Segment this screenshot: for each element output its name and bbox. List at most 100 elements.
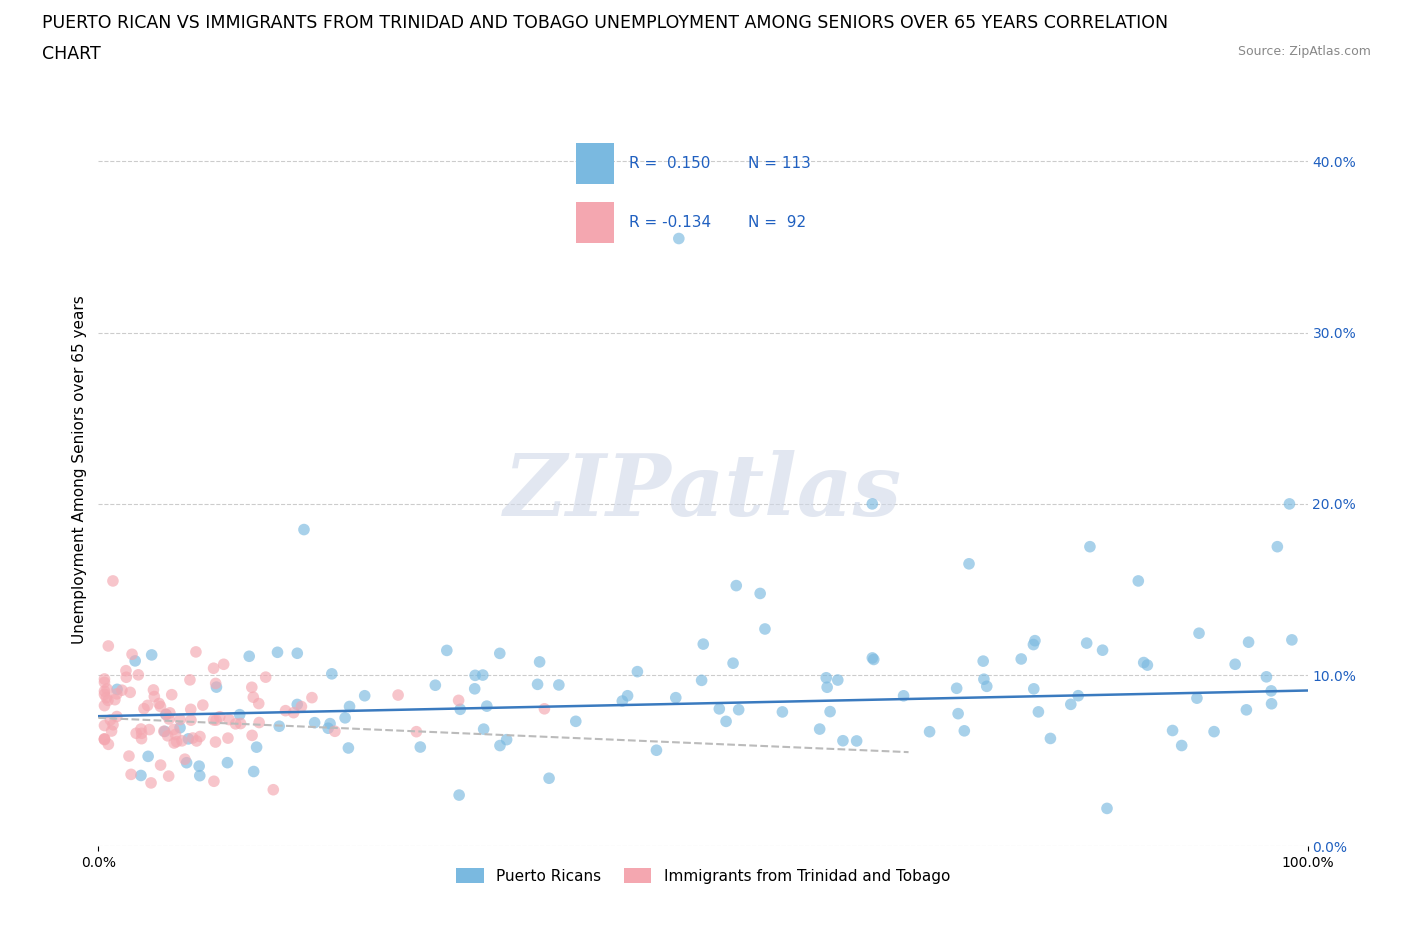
Point bbox=[131, 731, 153, 746]
Point bbox=[845, 734, 868, 749]
Point bbox=[105, 682, 128, 697]
Point bbox=[337, 740, 360, 755]
Point bbox=[228, 707, 250, 722]
Point bbox=[808, 722, 831, 737]
Point bbox=[727, 702, 749, 717]
Point bbox=[488, 646, 510, 661]
Point bbox=[1161, 723, 1184, 737]
Point bbox=[173, 751, 195, 766]
Point bbox=[184, 644, 207, 659]
Point bbox=[100, 724, 122, 738]
Point bbox=[471, 668, 494, 683]
Point bbox=[188, 729, 211, 744]
Point bbox=[1281, 632, 1303, 647]
Point bbox=[290, 699, 312, 714]
Point bbox=[616, 688, 638, 703]
Point bbox=[120, 684, 142, 699]
Point bbox=[205, 680, 228, 695]
Point bbox=[405, 724, 427, 739]
Point bbox=[179, 672, 201, 687]
Point bbox=[118, 749, 141, 764]
Point bbox=[148, 696, 170, 711]
Point bbox=[475, 698, 498, 713]
Point bbox=[93, 698, 115, 713]
Point bbox=[105, 709, 128, 724]
Point bbox=[93, 687, 115, 702]
Point bbox=[101, 574, 124, 589]
Point bbox=[409, 739, 432, 754]
Point bbox=[538, 771, 561, 786]
Point bbox=[893, 688, 915, 703]
Point bbox=[170, 734, 193, 749]
Point bbox=[1039, 731, 1062, 746]
Point bbox=[1237, 635, 1260, 650]
Point bbox=[1260, 697, 1282, 711]
Point bbox=[246, 739, 269, 754]
Point bbox=[690, 673, 713, 688]
Point bbox=[626, 664, 648, 679]
Point bbox=[136, 749, 159, 764]
Point bbox=[301, 690, 323, 705]
Point bbox=[1024, 633, 1046, 648]
Point bbox=[169, 720, 191, 735]
Point bbox=[860, 650, 883, 665]
Point bbox=[1170, 738, 1192, 753]
Point bbox=[105, 686, 128, 701]
Point bbox=[205, 712, 228, 727]
Point bbox=[159, 706, 181, 721]
Point bbox=[1136, 658, 1159, 672]
Text: Source: ZipAtlas.com: Source: ZipAtlas.com bbox=[1237, 45, 1371, 58]
Point bbox=[918, 724, 941, 739]
Point bbox=[1076, 636, 1098, 651]
Point bbox=[565, 714, 588, 729]
Point bbox=[202, 661, 225, 676]
Point bbox=[319, 716, 342, 731]
Point bbox=[1260, 684, 1282, 698]
Point bbox=[149, 699, 172, 714]
Point bbox=[1060, 697, 1083, 711]
Point bbox=[139, 776, 162, 790]
Point bbox=[93, 731, 115, 746]
Point bbox=[180, 702, 202, 717]
Point bbox=[181, 731, 204, 746]
Point bbox=[283, 705, 305, 720]
Point bbox=[136, 698, 159, 712]
Point bbox=[163, 736, 186, 751]
Point bbox=[132, 701, 155, 716]
Point bbox=[93, 732, 115, 747]
Point bbox=[115, 663, 138, 678]
Point bbox=[93, 718, 115, 733]
Point bbox=[169, 712, 191, 727]
Point bbox=[153, 724, 176, 738]
Point bbox=[333, 711, 356, 725]
Point bbox=[976, 679, 998, 694]
Point bbox=[101, 717, 124, 732]
Point bbox=[447, 693, 470, 708]
Point bbox=[217, 755, 239, 770]
Point bbox=[157, 769, 180, 784]
Point bbox=[749, 586, 772, 601]
Point bbox=[533, 701, 555, 716]
Point bbox=[292, 522, 315, 537]
Point bbox=[269, 719, 291, 734]
Point bbox=[529, 655, 551, 670]
Point bbox=[449, 702, 471, 717]
Point bbox=[815, 671, 838, 685]
Point bbox=[97, 737, 120, 751]
Point bbox=[274, 703, 297, 718]
Point bbox=[304, 715, 326, 730]
Point bbox=[1188, 626, 1211, 641]
Point bbox=[316, 721, 339, 736]
Text: ZIPatlas: ZIPatlas bbox=[503, 450, 903, 534]
Point bbox=[217, 731, 239, 746]
Point bbox=[177, 731, 200, 746]
Point bbox=[98, 712, 121, 727]
Point bbox=[157, 711, 180, 726]
Point bbox=[973, 671, 995, 686]
Point bbox=[131, 725, 153, 740]
Point bbox=[1267, 539, 1289, 554]
Point bbox=[489, 738, 512, 753]
Point bbox=[96, 690, 118, 705]
Point bbox=[754, 621, 776, 636]
Point bbox=[957, 556, 980, 571]
